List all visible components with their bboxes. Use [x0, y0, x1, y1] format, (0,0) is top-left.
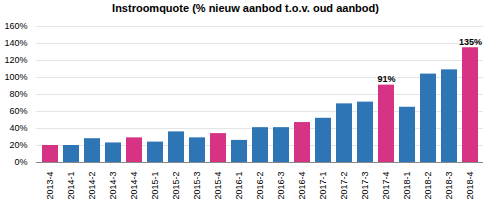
svg-text:2015-2: 2015-2 — [171, 172, 181, 200]
svg-text:2017-4: 2017-4 — [381, 172, 391, 200]
svg-text:2015-3: 2015-3 — [192, 172, 202, 200]
svg-text:2014-4: 2014-4 — [129, 172, 139, 200]
svg-text:2018-4: 2018-4 — [465, 172, 475, 200]
svg-text:80%: 80% — [9, 89, 27, 99]
svg-text:2016-2: 2016-2 — [255, 172, 265, 200]
svg-text:40%: 40% — [9, 123, 27, 133]
svg-text:2016-3: 2016-3 — [276, 172, 286, 200]
svg-text:2018-3: 2018-3 — [444, 172, 454, 200]
svg-text:2015-4: 2015-4 — [213, 172, 223, 200]
html-text:Instroomquote (% nieuw aanbod: Instroomquote (% nieuw aanbod t.o.v. oud… — [112, 2, 379, 14]
svg-text:2017-3: 2017-3 — [360, 172, 370, 200]
svg-text:2015-1: 2015-1 — [150, 172, 160, 200]
svg-text:120%: 120% — [4, 55, 27, 65]
svg-text:135%: 135% — [459, 37, 482, 47]
svg-text:2017-2: 2017-2 — [339, 172, 349, 200]
svg-text:140%: 140% — [4, 38, 27, 48]
svg-text:2014-3: 2014-3 — [108, 172, 118, 200]
svg-text:100%: 100% — [4, 72, 27, 82]
svg-text:60%: 60% — [9, 106, 27, 116]
svg-text:0%: 0% — [14, 157, 27, 167]
svg-text:2013-4: 2013-4 — [45, 172, 55, 200]
svg-text:2018-1: 2018-1 — [402, 172, 412, 200]
svg-text:91%: 91% — [377, 74, 395, 84]
svg-text:2014-1: 2014-1 — [66, 172, 76, 200]
svg-text:2018-2: 2018-2 — [423, 172, 433, 200]
svg-text:2017-1: 2017-1 — [318, 172, 328, 200]
svg-text:2016-4: 2016-4 — [297, 172, 307, 200]
svg-text:20%: 20% — [9, 140, 27, 150]
svg-text:2014-2: 2014-2 — [87, 172, 97, 200]
svg-text:160%: 160% — [4, 21, 27, 31]
svg-text:2016-1: 2016-1 — [234, 172, 244, 200]
